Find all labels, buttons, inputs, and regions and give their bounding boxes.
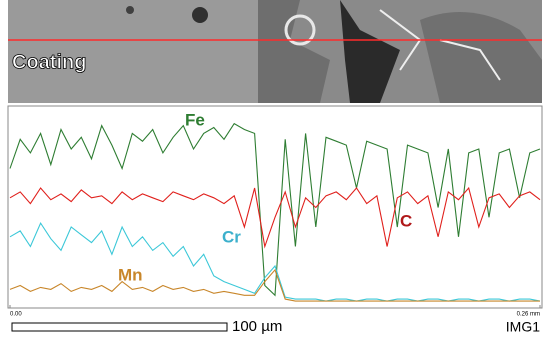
series-label: Cr [222, 227, 241, 246]
image-label: Coating [12, 51, 86, 73]
series-line [9, 186, 541, 249]
series-line [9, 122, 541, 297]
scale-bar [11, 322, 228, 332]
series-line [9, 268, 540, 302]
series-label: Mn [118, 265, 143, 284]
x-tick-label: 0.26 mm [517, 312, 540, 318]
sem-image [8, 0, 542, 103]
series-label: C [400, 211, 412, 230]
scale-label: 100 µm [232, 318, 282, 335]
x-tick-label: 0.00 [10, 312, 22, 318]
image-id: IMG1 [506, 319, 540, 335]
series-label: Fe [185, 110, 205, 129]
series-line [9, 221, 541, 302]
